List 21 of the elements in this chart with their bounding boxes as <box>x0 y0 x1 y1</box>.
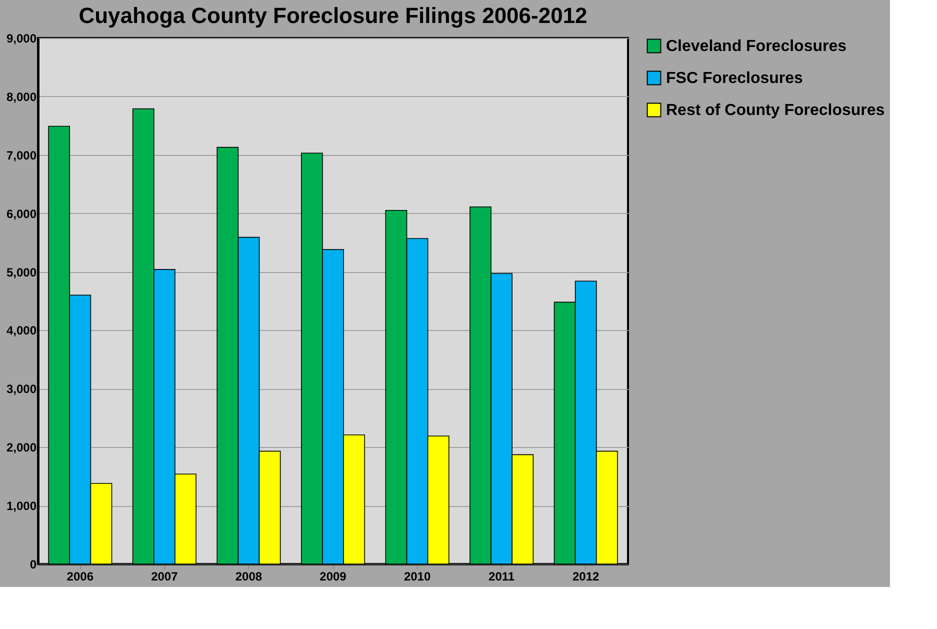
x-tick-label: 2008 <box>235 570 262 584</box>
x-tick-label: 2006 <box>66 570 94 584</box>
legend-label: Cleveland Foreclosures <box>666 38 847 55</box>
y-tick-label: 7,000 <box>6 148 37 162</box>
x-tick-label: 2010 <box>404 570 431 584</box>
y-tick-label: 5,000 <box>6 265 37 280</box>
y-tick-label: 4,000 <box>6 324 37 338</box>
y-tick-label: 0 <box>30 558 37 572</box>
chart-title: Cuyahoga County Foreclosure Filings 2006-2012 <box>78 3 588 28</box>
y-tick-label: 8,000 <box>6 90 37 104</box>
x-tick-label: 2007 <box>151 570 178 584</box>
y-tick-label: 2,000 <box>6 440 37 455</box>
y-tick-label: 9,000 <box>6 32 37 46</box>
y-tick-label: 6,000 <box>6 206 37 221</box>
x-tick-label: 2009 <box>320 570 347 584</box>
x-tick-label: 2012 <box>572 570 600 584</box>
x-tick-label: 2011 <box>488 570 515 584</box>
y-tick-label: 1,000 <box>6 499 37 514</box>
y-tick-label: 3,000 <box>6 382 37 396</box>
legend-label: FSC Foreclosures <box>666 70 804 87</box>
legend-label: Rest of County Foreclosures <box>666 102 885 119</box>
